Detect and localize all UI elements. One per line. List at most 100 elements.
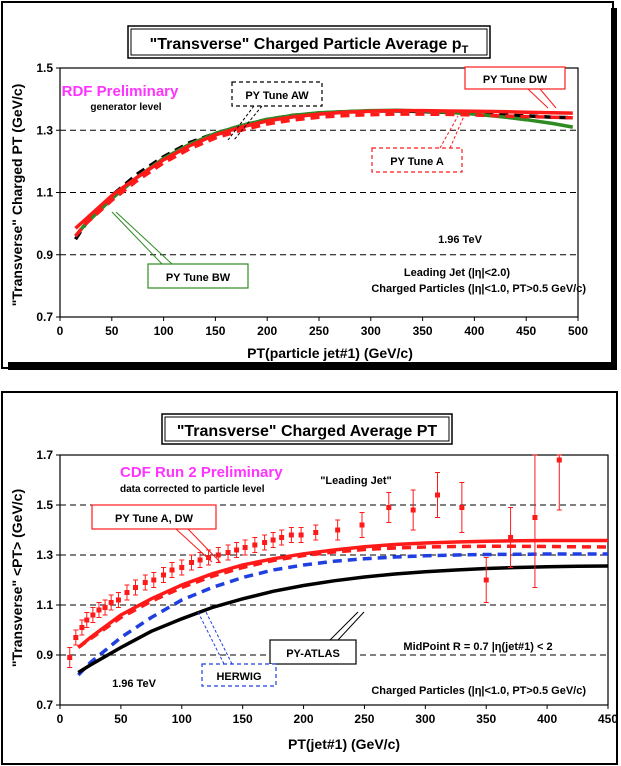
top-x-axis-title: PT(particle jet#1) (GeV/c)	[247, 345, 413, 361]
top-series-line-2	[74, 108, 573, 230]
bottom-y-tick-label: 1.1	[36, 598, 53, 612]
bottom-data-point	[102, 605, 108, 610]
bottom-data-point	[90, 612, 96, 618]
bottom-data-point	[67, 655, 73, 660]
bottom-x-tick-label: 50	[114, 712, 128, 726]
bottom-data-point	[262, 540, 268, 545]
bottom-x-tick-label: 0	[57, 712, 64, 726]
bottom-data-point	[161, 572, 167, 578]
top-charged-label: Charged Particles (|η|<1.0, PT>0.5 GeV/c…	[371, 283, 586, 295]
bottom-x-tick-label: 450	[598, 712, 618, 726]
bottom-data-point	[142, 580, 148, 585]
bottom-data-point	[359, 522, 365, 528]
bottom-title-inner-box	[164, 416, 450, 442]
bottom-series-line-2	[77, 552, 608, 677]
panel-top-frame	[1, 1, 614, 369]
bottom-chart-title: "Transverse" Charged Average PT	[177, 423, 438, 440]
top-y-tick-label: 1.3	[36, 123, 53, 137]
bottom-title-box	[161, 413, 453, 445]
bottom-data-point	[96, 607, 102, 613]
bottom-data-point	[234, 547, 240, 553]
panel-bottom-frame	[1, 391, 618, 765]
bottom-data-point	[73, 635, 79, 640]
bottom-x-tick-label: 400	[537, 712, 557, 726]
bottom-x-tick-label: 250	[354, 712, 374, 726]
bottom-y-tick-label: 1.5	[36, 498, 53, 512]
bottom-data-point	[169, 567, 175, 573]
top-chart-title: "Transverse" Charged Particle Average pT	[150, 36, 469, 56]
bottom-y-tick-label: 0.7	[36, 698, 53, 712]
panel-top-shadow-right	[611, 8, 617, 370]
label-tune-a-dw: PY Tune A, DW	[115, 513, 194, 525]
top-x-tick-label: 50	[105, 324, 119, 338]
bottom-data-point	[151, 577, 157, 583]
bottom-x-tick-label: 100	[172, 712, 192, 726]
top-rdf-preliminary: RDF Preliminary	[62, 83, 179, 100]
bottom-x-axis-title: PT(jet#1) (GeV/c)	[288, 736, 400, 752]
bottom-data-point	[386, 505, 392, 510]
top-x-tick-label: 250	[309, 324, 329, 338]
label-py-atlas: PY-ATLAS	[286, 648, 340, 660]
panel-top-shadow-bottom	[8, 362, 615, 370]
bottom-data-point	[197, 557, 203, 563]
bottom-data-point	[483, 577, 489, 583]
top-plot-frame	[59, 67, 579, 318]
bottom-data-point	[79, 625, 85, 630]
top-y-tick-label: 1.1	[36, 186, 53, 200]
pointer-tune-dw-1	[527, 88, 549, 109]
top-y-tick-label: 1.5	[36, 61, 53, 75]
bottom-x-tick-label: 300	[415, 712, 435, 726]
bottom-energy-label: 1.96 TeV	[112, 678, 156, 690]
bottom-series-line-1	[77, 544, 608, 649]
label-box-py-atlas	[269, 639, 357, 665]
top-x-tick-label: 400	[464, 324, 484, 338]
top-title-box	[127, 25, 491, 59]
label-herwig: HERWIG	[216, 671, 261, 683]
bottom-data-point	[435, 492, 441, 498]
pointer-tune-a-dw-2	[187, 528, 221, 563]
top-energy-label: 1.96 TeV	[438, 234, 482, 246]
top-leading-jet-label: Leading Jet (|η|<2.0)	[404, 267, 510, 279]
bottom-data-point	[133, 585, 139, 590]
bottom-y-tick-label: 1.3	[36, 548, 53, 562]
pointer-py-atlas-2	[337, 611, 365, 641]
top-series-line-3	[74, 112, 573, 238]
bottom-data-point	[298, 532, 304, 538]
pointer-tune-a-1	[439, 115, 459, 149]
pointer-tune-aw-2	[233, 105, 263, 141]
label-tune-aw: PY Tune AW	[245, 90, 309, 102]
label-tune-dw: PY Tune DW	[483, 74, 548, 86]
pointer-tune-aw-1	[227, 105, 255, 141]
bottom-data-point	[115, 597, 121, 603]
bottom-midpoint-label: MidPoint R = 0.7 |η(jet#1) < 2	[403, 641, 552, 653]
panel-bottom: "Transverse" Charged Average PT 0.7 0.9 1.…	[1, 391, 618, 765]
top-x-tick-label: 200	[257, 324, 277, 338]
bottom-data-point	[225, 550, 231, 555]
bottom-y-tick-label: 1.7	[36, 448, 53, 462]
bottom-data-point	[206, 555, 212, 560]
bottom-data-point	[84, 617, 90, 623]
bottom-y-tick-label: 0.9	[36, 648, 53, 662]
bottom-data-point	[556, 457, 562, 463]
bottom-cdf-preliminary: CDF Run 2 Preliminary	[120, 464, 283, 481]
top-y-tick-label: 0.9	[36, 248, 53, 262]
bottom-data-corrected: data corrected to particle level	[120, 484, 265, 495]
bottom-charged-label: Charged Particles (|η|<1.0, PT>0.5 GeV/c…	[371, 685, 586, 697]
pointer-tune-a-2	[449, 115, 465, 149]
bottom-data-point	[288, 532, 294, 538]
top-x-tick-label: 500	[568, 324, 588, 338]
bottom-series-line-0	[77, 538, 608, 649]
pointer-tune-bw-1	[111, 211, 163, 265]
bottom-data-point	[179, 565, 185, 570]
top-x-tick-label: 350	[413, 324, 433, 338]
panel-top: "Transverse" Charged Particle Average pT…	[1, 1, 617, 370]
top-title-inner-box	[130, 28, 488, 56]
bottom-data-point	[252, 542, 258, 548]
bottom-data-point	[410, 507, 416, 513]
label-tune-a: PY Tune A	[390, 156, 444, 168]
label-box-tune-a-dw	[91, 504, 217, 530]
top-x-tick-label: 0	[57, 324, 64, 338]
bottom-data-point	[242, 545, 248, 550]
bottom-data-point	[189, 560, 195, 565]
